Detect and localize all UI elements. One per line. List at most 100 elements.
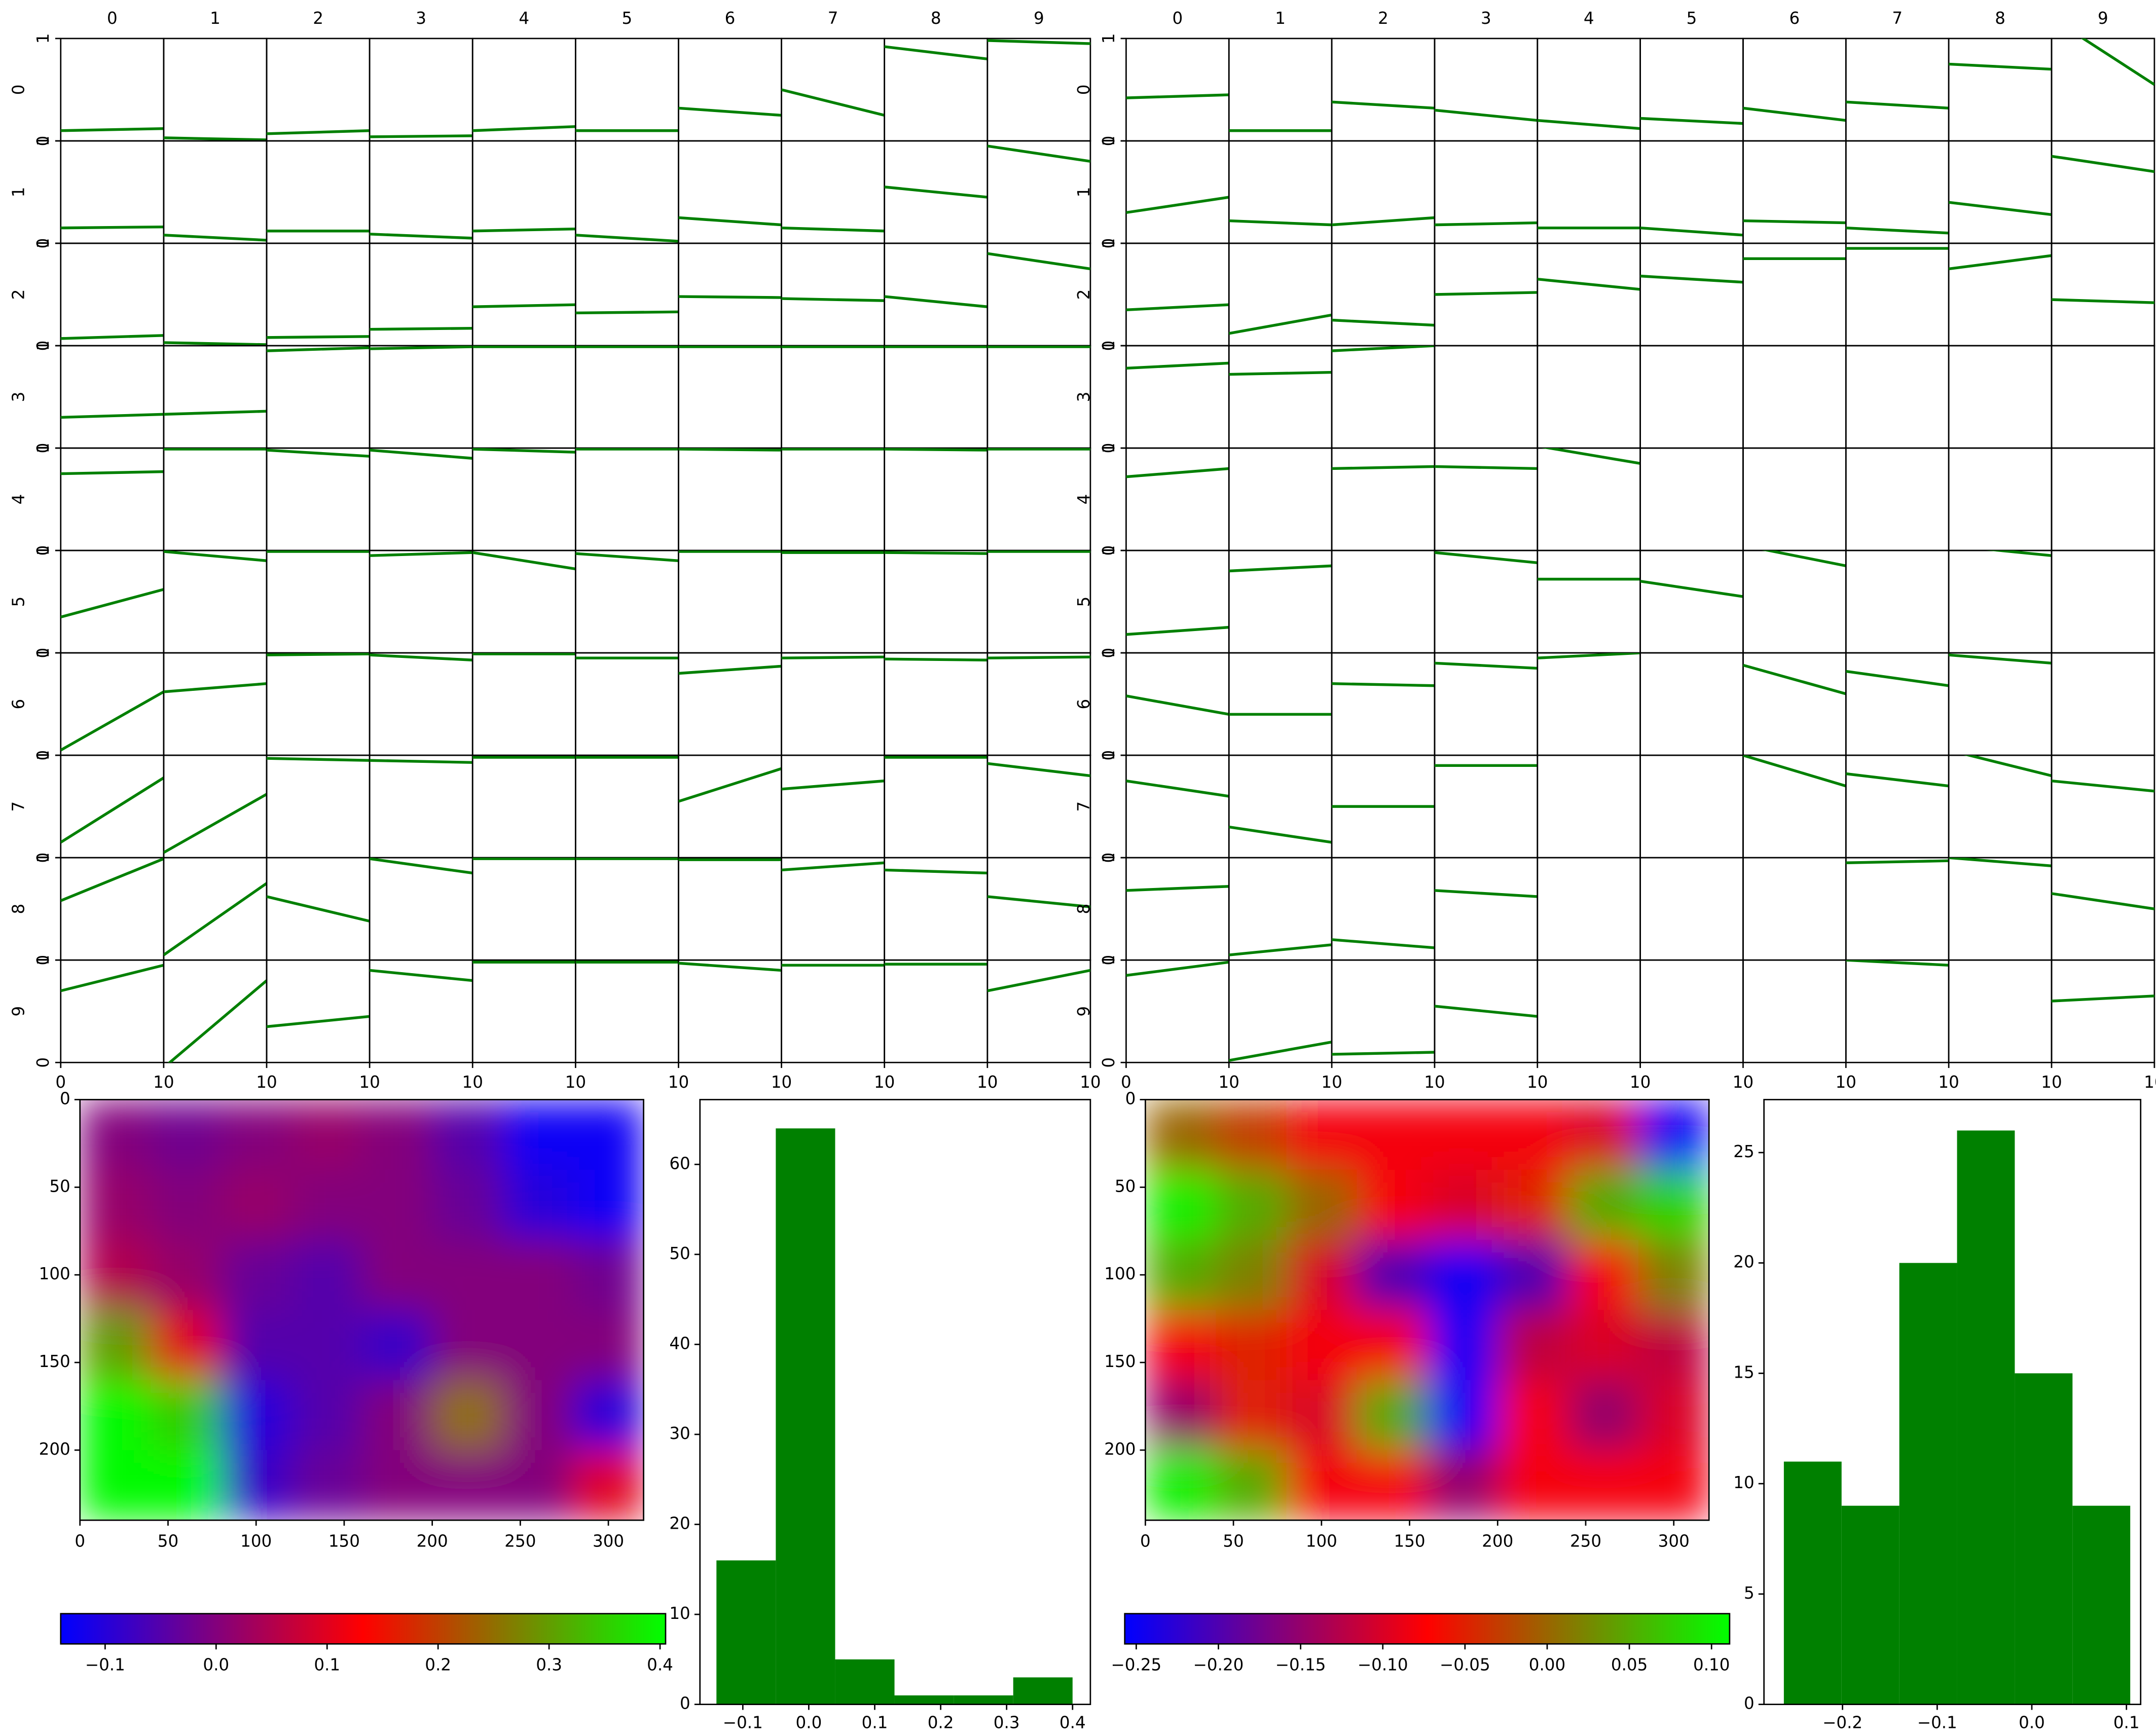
cell-frame (1639, 242, 1744, 347)
x-tick-label: 10 (668, 1073, 689, 1092)
cell-frame (781, 38, 886, 142)
column-label: 5 (1687, 9, 1697, 28)
column-label: 5 (622, 9, 633, 28)
regression-line (575, 234, 679, 243)
regression-line (266, 449, 370, 458)
cell-frame (1537, 754, 1641, 859)
y-tick-label: 0 (1099, 136, 1118, 146)
regression-line (1762, 550, 1846, 568)
row-label: 2 (1074, 289, 1093, 300)
cell-frame (1228, 38, 1333, 142)
y-tick-label: 0 (33, 238, 53, 249)
cell-frame (1434, 754, 1539, 859)
y-tick-label: 0 (1099, 1057, 1118, 1068)
cell-frame (781, 754, 886, 859)
x-tick-label: 0 (1140, 1532, 1151, 1551)
cell-frame (574, 447, 679, 551)
column-label: 7 (828, 9, 838, 28)
cell-frame (1125, 754, 1230, 859)
heat-cell (1568, 1380, 1639, 1451)
cell-frame (1331, 345, 1436, 449)
heat-cell (573, 1240, 644, 1311)
cell-frame (781, 447, 886, 551)
heat-cell (502, 1380, 574, 1451)
colorbar-tick-label: −0.20 (1193, 1655, 1244, 1675)
heat-cell (573, 1099, 644, 1171)
y-tick-label: 1 (1099, 136, 1118, 146)
regression-line (678, 106, 782, 117)
regression-line (60, 690, 164, 752)
regression-line (266, 653, 370, 656)
column-label: 7 (1892, 9, 1903, 28)
x-tick-label: 0.1 (862, 1713, 888, 1732)
cell-frame (678, 345, 782, 449)
heat-cell (1568, 1169, 1639, 1241)
regression-line (1332, 346, 1435, 352)
cell-frame (1331, 242, 1436, 347)
heat-cell (1357, 1380, 1428, 1451)
cell-frame (1845, 447, 1950, 551)
regression-line (60, 413, 164, 419)
y-tick-label: 50 (669, 1244, 690, 1263)
cell-frame (1948, 549, 2053, 654)
cell-frame (1434, 549, 1539, 654)
colorbar-tick-label: 0.3 (536, 1655, 562, 1675)
regression-line (1332, 216, 1435, 227)
regression-line (1126, 303, 1229, 312)
cell-frame (369, 447, 473, 551)
cell-frame (471, 652, 576, 756)
cell-frame (678, 549, 782, 654)
regression-line (266, 757, 370, 762)
cell-frame (2051, 447, 2155, 551)
cell-frame (678, 242, 782, 347)
regression-line (1434, 889, 1538, 898)
heat-cell (1145, 1450, 1217, 1521)
heat-cell (1357, 1169, 1428, 1241)
regression-line (2051, 155, 2154, 173)
regression-line (60, 334, 164, 340)
row-label: 7 (9, 801, 28, 812)
heat-cell (80, 1099, 152, 1171)
cell-frame (163, 652, 268, 756)
regression-line (60, 964, 164, 992)
heat-cell (1286, 1310, 1358, 1381)
y-tick-label: 0 (1125, 1089, 1136, 1108)
heat-cell (361, 1310, 433, 1381)
column-label: 2 (1378, 9, 1388, 28)
cell-frame (1845, 345, 1950, 449)
cell-frame (163, 959, 268, 1063)
heat-cell (1638, 1310, 1709, 1381)
x-tick-label: 10 (1321, 1073, 1342, 1092)
cell-frame (1331, 959, 1436, 1063)
regression-line (781, 297, 885, 302)
regression-line (678, 767, 782, 803)
cell-frame (2051, 959, 2155, 1063)
heat-cell (1497, 1380, 1569, 1451)
heat-cell (1216, 1169, 1287, 1241)
cell-frame (574, 242, 679, 347)
heat-cell (1497, 1099, 1569, 1171)
cell-frame (2051, 754, 2155, 859)
cell-frame (1434, 447, 1539, 551)
regression-line (1229, 564, 1332, 573)
cell-frame (884, 959, 989, 1063)
heat-cell (150, 1099, 222, 1171)
y-tick-label: 1 (33, 853, 53, 863)
cell-frame (1125, 242, 1230, 347)
regression-line (1743, 106, 1846, 122)
regression-line (781, 655, 885, 659)
y-tick-label: 1 (33, 341, 53, 351)
cell-frame (1434, 140, 1539, 244)
regression-line (370, 858, 473, 875)
heat-cell (1145, 1380, 1217, 1451)
colorbar-tick-label: −0.15 (1275, 1655, 1326, 1675)
heat-cell (1568, 1240, 1639, 1311)
row-label: 7 (1074, 801, 1093, 812)
cell-frame (369, 652, 473, 756)
y-tick-label: 0 (1099, 750, 1118, 761)
bar (716, 1560, 776, 1705)
heat-cell (1216, 1099, 1287, 1171)
x-tick-label: 10 (462, 1073, 483, 1092)
row-label: 5 (1074, 597, 1093, 607)
